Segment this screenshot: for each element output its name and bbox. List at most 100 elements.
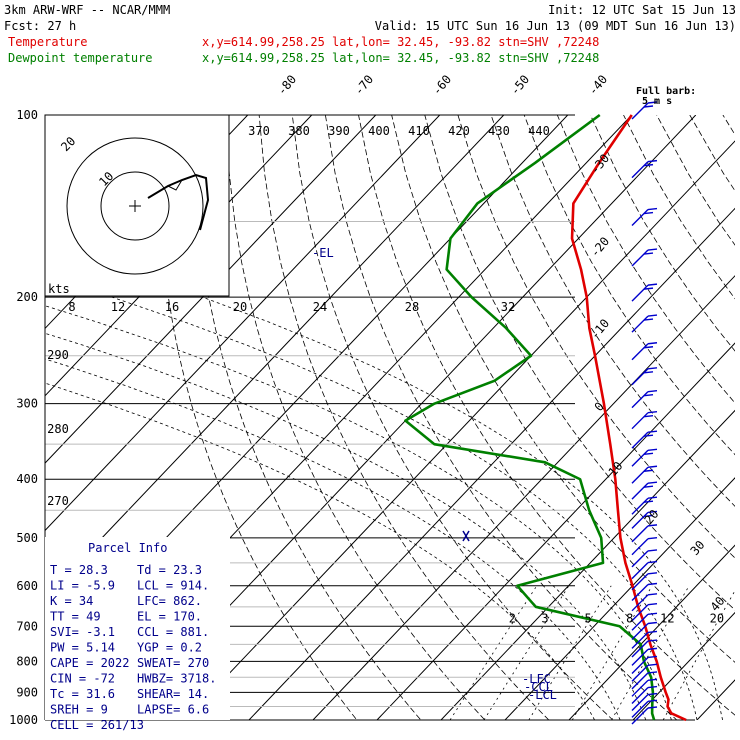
dry-adiabat-line	[556, 115, 735, 404]
forecast-hour: Fcst: 27 h	[4, 19, 76, 33]
theta-tick-label: 380	[288, 124, 310, 138]
mixing-ratio-label: 3	[541, 611, 548, 625]
wind-barb	[631, 342, 658, 361]
parcel-info-value: CIN = -72	[50, 672, 115, 686]
parcel-info-value: K = 34	[50, 594, 93, 608]
hodograph-units: kts	[48, 282, 70, 296]
pressure-tick-label: 200	[16, 290, 38, 304]
mixing-ratio-label: 2	[509, 611, 516, 625]
isotherm-tick-label: 20	[642, 507, 662, 527]
wind-barb	[631, 621, 658, 640]
speed-tick-label: 8	[68, 300, 75, 314]
dry-adiabat-line	[424, 115, 735, 611]
parcel-info-value: LCL = 914.	[137, 579, 209, 593]
isotherm-tick-label: -60	[430, 72, 455, 98]
isotherm-line	[312, 275, 735, 720]
wind-barb	[631, 630, 658, 649]
wind-barb	[631, 582, 658, 602]
wind-barb	[631, 283, 658, 302]
isotherm-line	[248, 207, 735, 720]
dry-adiabat-line	[391, 115, 735, 663]
wind-barb	[631, 572, 658, 591]
dry-adiabat-line	[656, 115, 735, 246]
mixing-ratio-label: 5	[584, 611, 591, 625]
wind-barb	[631, 549, 658, 568]
theta-tick-label: 410	[408, 124, 430, 138]
pressure-tick-label: 100	[16, 108, 38, 122]
full-barb-label: Full barb:	[636, 86, 696, 97]
dry-adiabat-line	[457, 115, 735, 559]
wind-barb	[631, 510, 658, 529]
parcel-info-value: SREH = 9	[50, 703, 108, 717]
pressure-tick-label: 300	[16, 397, 38, 411]
mixing-ratio-line	[571, 585, 653, 720]
theta-tick-label: 400	[368, 124, 390, 138]
dry-adiabat-line	[158, 115, 358, 720]
wind-barb	[631, 560, 658, 580]
parcel-info-value: Td = 23.3	[137, 563, 202, 577]
parcel-info-panel: Parcel Info T = 28.3 Td = 23.3 LI = -5.9 LC…	[45, 537, 230, 732]
parcel-info-value: SWEAT= 270	[137, 656, 209, 670]
wind-barb	[631, 639, 658, 658]
isotherm-line	[568, 544, 735, 720]
wind-barb	[631, 207, 658, 227]
wind-barb	[631, 612, 658, 631]
dewpoint-location: x,y=614.99,258.25 lat,lon= 32.45, -93.82…	[202, 51, 599, 65]
dry-adiabat-line	[358, 115, 735, 716]
dewpoint-line	[404, 113, 656, 721]
isotherm-tick-label: 30	[688, 538, 708, 558]
speed-tick-label: 12	[111, 300, 125, 314]
pressure-tick-label: 600	[16, 579, 38, 593]
isotherm-line	[45, 115, 441, 532]
isotherm-line	[632, 611, 735, 720]
parcel-info-value: LAPSE= 6.6	[137, 703, 209, 717]
moist-adiabat-line	[45, 305, 672, 720]
parcel-info-value: CAPE = 2022	[50, 656, 129, 670]
wind-barb	[631, 496, 658, 515]
parcel-info-value: LI = -5.9	[50, 579, 115, 593]
isotherm-tick-label: -80	[275, 72, 300, 98]
theta-tick-label: 420	[448, 124, 470, 138]
wind-barbs	[631, 101, 658, 725]
mixing-ratio-line	[662, 589, 735, 720]
wind-barb	[631, 314, 658, 333]
parcel-info-value: Tc = 31.6	[50, 687, 115, 701]
parcel-info-value: PW = 5.14	[50, 641, 115, 655]
dry-adiabat-line	[325, 115, 678, 720]
dry-adiabat-line	[523, 115, 735, 456]
parcel-info-value: SVI= -3.1	[50, 625, 115, 639]
wind-barb	[631, 663, 658, 682]
dry-adiabat-line	[225, 115, 486, 720]
wind-barb	[631, 593, 658, 612]
dry-adiabat-line	[590, 115, 735, 352]
theta-tick-label: 430	[488, 124, 510, 138]
full-barb-units: 5 m s	[642, 96, 672, 107]
wind-barb	[631, 671, 658, 690]
wind-barb	[631, 448, 658, 467]
parcel-info-value: T = 28.3	[50, 563, 108, 577]
parcel-info-value: SHEAR= 14.	[137, 687, 209, 701]
isotherm-line	[45, 115, 377, 464]
hodograph-ring	[100, 171, 170, 241]
wind-barb	[631, 603, 658, 622]
pressure-tick-label: 1000	[9, 713, 38, 727]
init-time: Init: 12 UTC Sat 15 Jun 13	[548, 3, 736, 17]
mixing-ratio-label: 8	[626, 611, 633, 625]
dry-adiabat-line	[689, 115, 735, 192]
isotherm-tick-label: -70	[352, 72, 377, 98]
pressure-tick-label: 700	[16, 619, 38, 633]
lfc-marker: -LFC	[522, 672, 551, 686]
speed-tick-label: 20	[233, 300, 247, 314]
isotherm-line	[376, 342, 735, 720]
dry-adiabat-line	[258, 115, 550, 720]
dewpoint-legend: Dewpoint temperature	[8, 51, 153, 65]
isotherm-line	[504, 477, 735, 720]
hodograph-storm-motion	[167, 178, 184, 191]
theta-tick-label: 280	[47, 422, 69, 436]
pressure-tick-label: 500	[16, 531, 38, 545]
mixing-ratio-line	[483, 585, 570, 720]
parcel-info-value: LFC= 862.	[137, 594, 202, 608]
theta-tick-label: 370	[248, 124, 270, 138]
theta-tick-label: 270	[47, 494, 69, 508]
dry-adiabat-line	[192, 115, 422, 720]
